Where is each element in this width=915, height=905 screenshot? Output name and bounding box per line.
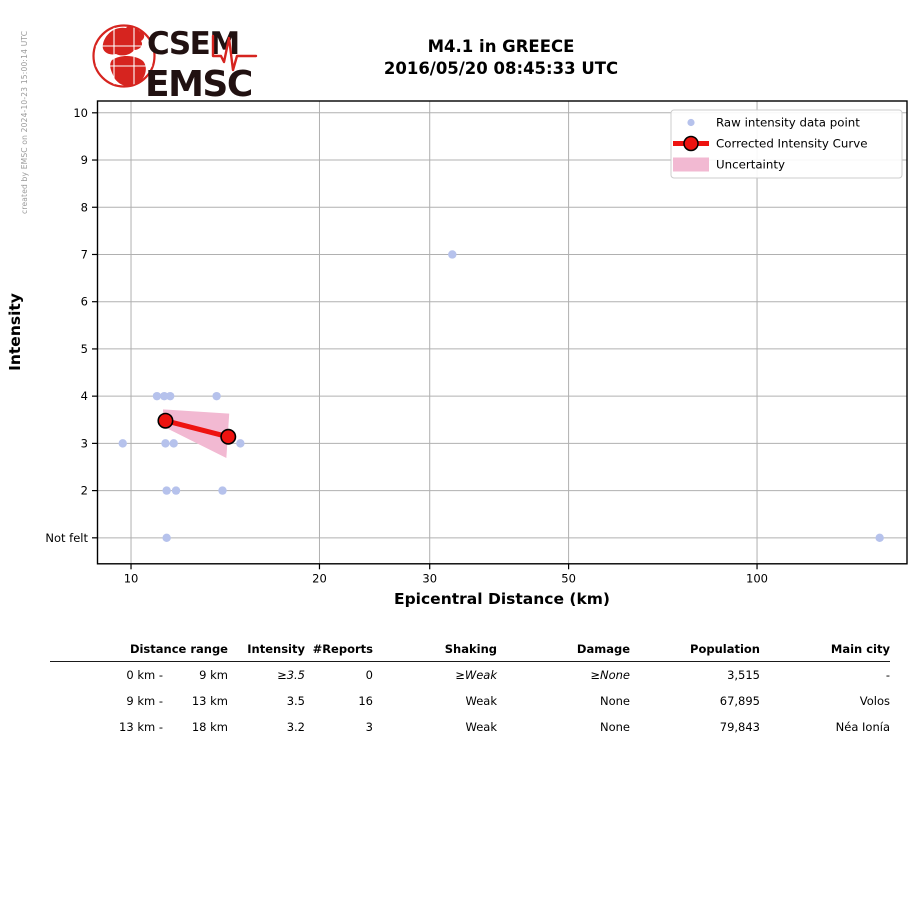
table-row: 13 km -18 km 3.2 3 Weak None 79,843 Néa Ionía	[50, 714, 890, 740]
raw-data-point	[152, 391, 162, 401]
x-tick-label: 50	[561, 571, 576, 585]
y-tick-label: 7	[81, 247, 88, 261]
chart-title-line2: 2016/05/20 08:45:33 UTC	[383, 59, 619, 78]
cell-intensity: ≥3.5	[277, 668, 305, 682]
y-tick-label: 9	[81, 153, 88, 167]
logo-seismogram-icon	[211, 34, 258, 72]
legend-label: Uncertainty	[716, 158, 785, 172]
x-tick-label: 30	[422, 571, 437, 585]
y-tick-label: 10	[73, 106, 88, 120]
legend-patch-icon	[673, 157, 709, 172]
column-header: Population	[630, 640, 760, 662]
corrected-intensity-curve	[164, 418, 229, 440]
cell-shaking: ≥Weak	[455, 668, 497, 682]
cell-shaking: Weak	[465, 720, 497, 734]
column-header: Distance range	[50, 640, 228, 662]
cell-population: 67,895	[719, 694, 760, 708]
raw-data-point	[171, 486, 181, 495]
cell-distance-range: 9 km -13 km	[126, 694, 228, 708]
legend-circle-icon	[683, 135, 699, 152]
raw-data-point	[875, 533, 884, 543]
csem-emsc-logo: CSEM EMSC	[92, 24, 258, 105]
y-tick-label: 8	[81, 200, 88, 214]
raw-data-point	[118, 439, 127, 448]
cell-reports: 16	[358, 694, 373, 708]
column-header: Main city	[760, 640, 890, 662]
raw-data-point	[162, 533, 171, 543]
x-tick-label: 10	[124, 571, 139, 585]
raw-data-point	[212, 391, 221, 401]
cell-intensity: 3.5	[286, 694, 305, 708]
cell-reports: 0	[365, 668, 373, 682]
y-tick-label: 3	[81, 436, 88, 450]
y-tick-label: 5	[81, 342, 88, 356]
legend-label: Corrected Intensity Curve	[716, 137, 867, 151]
raw-data-point	[169, 439, 178, 448]
plot-border	[96, 100, 908, 565]
cell-population: 79,843	[719, 720, 760, 734]
cell-main-city: Volos	[859, 694, 890, 708]
cell-main-city: -	[885, 668, 890, 682]
y-tick-label: 2	[81, 484, 88, 498]
column-header: #Reports	[305, 640, 373, 662]
curve-marker	[157, 412, 174, 429]
cell-reports: 3	[365, 720, 373, 734]
cell-population: 3,515	[727, 668, 760, 682]
cell-distance-range: 0 km -9 km	[126, 668, 228, 682]
raw-data-point	[165, 391, 175, 401]
y-tick-label: 6	[81, 295, 88, 309]
cell-intensity: 3.2	[286, 720, 305, 734]
legend-dot-icon	[687, 118, 695, 127]
raw-data-point	[160, 391, 169, 401]
y-tick-label: Not felt	[45, 531, 88, 545]
y-tick-label: 4	[81, 389, 88, 403]
logo-continents	[94, 26, 154, 86]
column-header: Shaking	[373, 640, 497, 662]
raw-data-point	[162, 486, 171, 495]
cell-damage: ≥None	[590, 668, 630, 682]
table-row: 0 km -9 km ≥3.5 0 ≥Weak ≥None 3,515 -	[50, 662, 890, 689]
intensity-summary-table: Distance range Intensity #Reports Shaking Da…	[50, 640, 890, 740]
column-header: Intensity	[228, 640, 305, 662]
raw-data-point	[161, 439, 170, 448]
x-axis-label: Epicentral Distance (km)	[394, 590, 610, 608]
y-axis-label: Intensity	[6, 293, 24, 371]
raw-data-point	[236, 439, 245, 448]
cell-distance-range: 13 km -18 km	[119, 720, 228, 734]
x-tick-label: 100	[746, 571, 768, 585]
cell-shaking: Weak	[465, 694, 497, 708]
intensity-distance-chart: 10 20 30 50 100 10 9 8 7 6 5 4 3 2 Not felt Raw intensi…	[6, 100, 908, 608]
curve-marker	[220, 428, 237, 445]
raw-data-point	[448, 250, 457, 259]
cell-damage: None	[599, 720, 630, 734]
x-tick-label: 20	[312, 571, 327, 585]
uncertainty-band	[163, 409, 230, 459]
table-row: 9 km -13 km 3.5 16 Weak None 67,895 Volos	[50, 688, 890, 714]
legend-label: Raw intensity data point	[716, 116, 860, 130]
logo-emsc-text: EMSC	[145, 64, 252, 105]
column-header: Damage	[497, 640, 630, 662]
chart-title: M4.1 in GREECE 2016/05/20 08:45:33 UTC	[95, 36, 907, 80]
legend-box	[670, 109, 903, 179]
cell-damage: None	[599, 694, 630, 708]
chart-title-line1: M4.1 in GREECE	[427, 37, 575, 56]
cell-main-city: Néa Ionía	[835, 720, 890, 734]
raw-data-point	[218, 486, 227, 495]
